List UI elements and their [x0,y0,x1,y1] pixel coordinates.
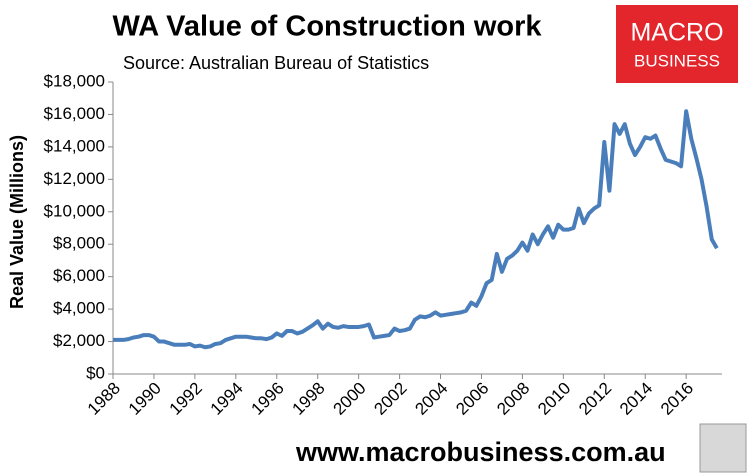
x-tick-label: 2008 [493,379,533,419]
x-tick-label: 2000 [329,379,369,419]
x-tick-label: 2012 [575,379,615,419]
x-tick-label: 1992 [166,379,206,419]
y-tick-label: $6,000 [53,266,105,285]
logo-icon [699,423,747,473]
x-tick-label: 1998 [289,379,329,419]
line [113,109,719,350]
y-tick-label: $8,000 [53,234,105,253]
y-tick-label: $10,000 [44,201,105,220]
y-tick-label: $14,000 [44,136,105,155]
y-axis-title: Real Value (Millions) [7,135,27,309]
logo-box [616,5,738,83]
logo-text: BUSINESS [634,51,720,70]
x-tick-label: 2010 [534,379,574,419]
x-tick-label: 1994 [207,379,247,419]
x-tick-label: 1988 [84,379,124,419]
x-tick-label: 2002 [370,379,410,419]
y-tick-label: $18,000 [44,71,105,90]
x-tick-label: 2014 [616,379,656,419]
x-tick-label: 2016 [657,379,697,419]
y-tick-label: $16,000 [44,104,105,123]
logo-text: MACRO [630,19,723,47]
x-tick-label: 2004 [411,379,451,419]
chart-subtitle: Source: Australian Bureau of Statistics [123,53,429,73]
x-tick-label: 1990 [125,379,165,419]
chart-title: WA Value of Construction work [112,11,542,43]
y-tick-label: $4,000 [53,299,105,318]
x-tick-label: 1996 [248,379,288,419]
y-tick-label: $0 [86,363,105,382]
x-tick-label: 2006 [452,379,492,419]
footer: www.macrobusiness.com.au [295,437,666,467]
y-tick-label: $12,000 [44,169,105,188]
y-tick-label: $2,000 [53,331,105,350]
